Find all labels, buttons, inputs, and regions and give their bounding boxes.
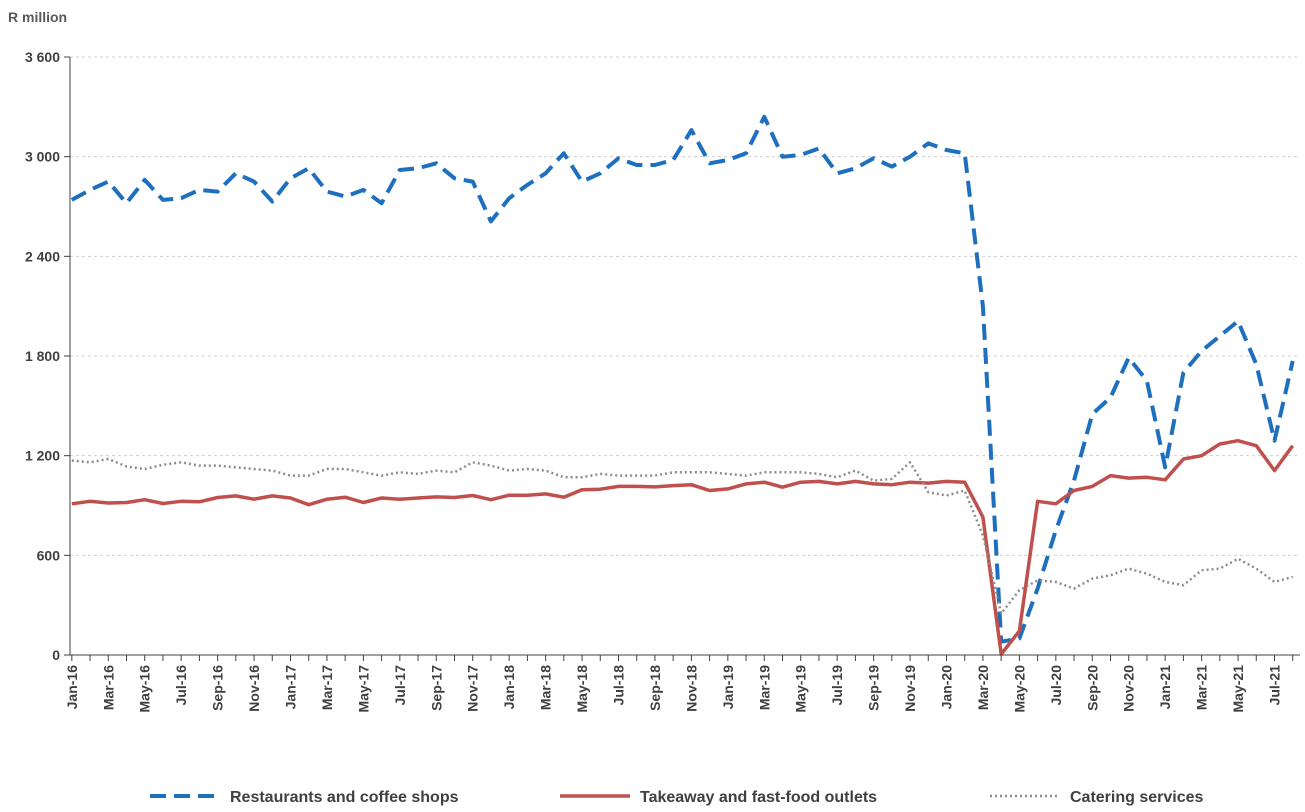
x-tick-label: Nov-19 [902, 665, 918, 712]
legend-label: Takeaway and fast-food outlets [640, 789, 877, 806]
x-tick-label: May-18 [574, 665, 590, 713]
x-tick-label: Jul-17 [392, 665, 408, 706]
y-tick-label: 2 400 [25, 248, 60, 264]
series-line-1 [70, 114, 1295, 644]
x-tick-label: Nov-16 [246, 665, 262, 712]
legend-label: Catering services [1070, 789, 1204, 806]
x-tick-label: Sep-16 [210, 665, 226, 711]
x-tick-label: Mar-18 [538, 665, 554, 710]
x-tick-label: Nov-20 [1121, 665, 1137, 712]
x-tick-label: Jan-18 [501, 665, 517, 710]
y-axis-ticks: 0 600 1 200 1 800 2 400 3 000 3 600 [25, 49, 70, 663]
y-tick-label: 3 600 [25, 49, 60, 65]
x-tick-label: Jan-20 [938, 665, 954, 710]
x-tick-label: Sep-18 [647, 665, 663, 711]
x-tick-label: Sep-17 [428, 665, 444, 711]
x-tick-label: Sep-20 [1084, 665, 1100, 711]
x-tick-label: Nov-18 [683, 665, 699, 712]
x-tick-label: Jul-16 [173, 665, 189, 706]
x-tick-label: May-17 [355, 665, 371, 713]
x-tick-label: Sep-19 [866, 665, 882, 711]
x-tick-label: Jan-17 [282, 665, 298, 710]
x-tick-label: Jul-20 [1048, 665, 1064, 706]
x-tick-label: Nov-17 [465, 665, 481, 712]
legend: Restaurants and coffee shops Takeaway and… [150, 789, 1204, 806]
y-tick-label: 1 200 [25, 448, 60, 464]
axes [69, 57, 1300, 656]
x-axis-ticks: Jan-16 Mar-16 May-16 Jul-16 Sep-16 Nov-16 Jan-… [64, 655, 1294, 713]
y-tick-label: 600 [37, 547, 61, 563]
x-tick-label: Jan-19 [720, 665, 736, 710]
x-tick-label: Jul-21 [1266, 665, 1282, 706]
x-tick-label: May-20 [1011, 665, 1027, 713]
y-tick-label: 0 [52, 647, 60, 663]
y-tick-label: 3 000 [25, 149, 60, 165]
gridlines [70, 56, 1300, 556]
series-lines [70, 114, 1295, 656]
x-tick-label: Mar-16 [100, 665, 116, 710]
x-tick-label: Mar-20 [975, 665, 991, 710]
legend-label: Restaurants and coffee shops [230, 789, 459, 806]
x-tick-label: Mar-21 [1194, 665, 1210, 710]
x-tick-label: Jul-19 [829, 665, 845, 706]
series-line-3 [71, 457, 1294, 615]
x-tick-label: May-21 [1230, 665, 1246, 713]
x-tick-label: Jan-21 [1157, 665, 1173, 710]
series-line-2 [71, 438, 1295, 656]
y-tick-label: 1 800 [25, 348, 60, 364]
x-tick-label: Mar-17 [319, 665, 335, 710]
x-tick-label: Jul-18 [610, 665, 626, 706]
x-tick-label: May-19 [793, 665, 809, 713]
x-tick-label: Jan-16 [64, 665, 80, 710]
y-axis-unit-label: R million [8, 9, 67, 25]
x-tick-label: May-16 [137, 665, 153, 713]
x-tick-label: Mar-19 [756, 665, 772, 710]
